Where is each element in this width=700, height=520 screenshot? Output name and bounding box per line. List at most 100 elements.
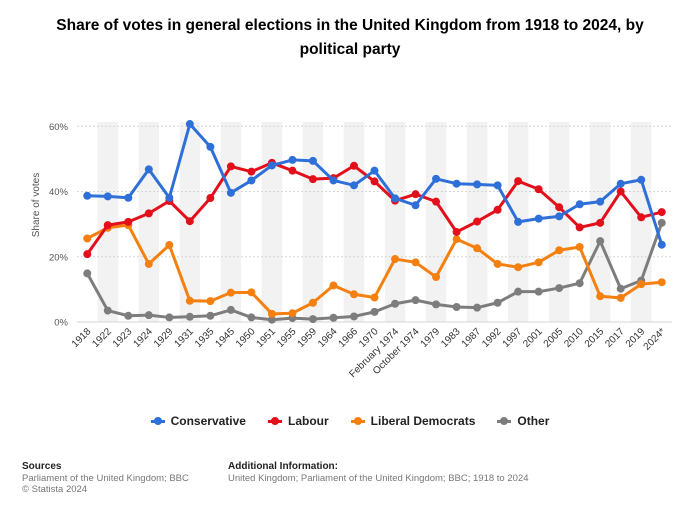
gridlines [77, 125, 672, 323]
x-tick-label: 1918 [70, 326, 94, 350]
data-point [103, 306, 112, 315]
x-tick-label: 1955 [275, 326, 299, 350]
data-point [370, 293, 379, 302]
data-point [534, 258, 543, 267]
data-point [637, 280, 646, 289]
data-point [247, 288, 256, 297]
data-point [329, 176, 338, 185]
data-point [370, 177, 379, 186]
y-tick-label: 20% [49, 252, 69, 263]
data-point [616, 179, 625, 188]
data-point [165, 241, 174, 250]
data-point [493, 259, 502, 268]
x-tick-label: 1987 [460, 326, 484, 350]
data-point [288, 166, 297, 175]
column-band [302, 122, 324, 322]
copyright-line: © Statista 2024 [22, 484, 88, 495]
data-point [185, 296, 194, 305]
data-point [83, 234, 92, 243]
data-point [637, 175, 646, 184]
data-point [226, 162, 235, 171]
x-tick-label: 1959 [296, 326, 320, 350]
x-tick-label: 1929 [152, 326, 176, 350]
data-point [657, 278, 666, 287]
x-tick-label: 1997 [501, 326, 525, 350]
legend-item[interactable]: Conservative [150, 414, 246, 428]
data-point [165, 313, 174, 322]
data-point [575, 279, 584, 288]
series-liberal-democrats [83, 221, 666, 318]
data-point [452, 179, 461, 188]
legend-swatch [267, 417, 282, 425]
x-tick-label: 1950 [234, 326, 258, 350]
x-tick-label: 2001 [521, 326, 545, 350]
data-point [534, 287, 543, 296]
y-axis-label: Share of votes [31, 173, 42, 237]
data-point [370, 307, 379, 316]
data-point [411, 201, 420, 210]
data-point [452, 302, 461, 311]
legend-label: Conservative [170, 414, 246, 428]
data-point [83, 191, 92, 200]
data-point [226, 288, 235, 297]
data-point [144, 209, 153, 218]
legend-item[interactable]: Other [497, 414, 549, 428]
data-point [616, 284, 625, 293]
data-point [432, 300, 441, 309]
data-point [391, 194, 400, 203]
data-point [432, 272, 441, 281]
column-band [138, 122, 160, 322]
x-tick-label: 1924 [131, 326, 155, 350]
data-point [349, 312, 358, 321]
legend-swatch [497, 417, 512, 425]
legend-item[interactable]: Liberal Democrats [350, 414, 475, 428]
data-point [596, 237, 605, 246]
data-point [226, 305, 235, 314]
data-point [493, 298, 502, 307]
series-line [85, 161, 664, 256]
data-point [391, 255, 400, 264]
column-band [548, 122, 570, 322]
y-tick-label: 0% [54, 318, 68, 329]
column-band [343, 122, 365, 322]
y-axis: 0% 20% 40% 60% [49, 122, 69, 329]
data-point [596, 197, 605, 206]
data-point [493, 205, 502, 214]
data-point [144, 311, 153, 320]
data-point [247, 313, 256, 322]
y-tick-label: 40% [49, 187, 69, 198]
data-point [103, 221, 112, 230]
data-point [83, 250, 92, 259]
data-point [349, 290, 358, 299]
data-point [308, 175, 317, 184]
data-point [473, 217, 482, 226]
data-point [308, 298, 317, 307]
data-point [452, 235, 461, 244]
data-point [206, 297, 215, 306]
data-point [206, 142, 215, 151]
legend-item[interactable]: Labour [267, 414, 329, 428]
data-point [308, 156, 317, 165]
data-point [411, 190, 420, 199]
data-point [349, 181, 358, 190]
data-point [206, 311, 215, 320]
data-point [555, 246, 564, 255]
data-point [124, 311, 133, 320]
x-tick-label: 1951 [255, 326, 279, 350]
x-tick-label: 1922 [90, 326, 114, 350]
series-conservative [83, 120, 666, 249]
chart-title: Share of votes in general elections in t… [56, 17, 644, 58]
data-point [247, 167, 256, 176]
data-point [432, 174, 441, 183]
legend-swatch [150, 417, 165, 425]
data-point [349, 161, 358, 170]
data-point [267, 309, 276, 318]
data-point [185, 217, 194, 226]
alternating-column-bands [97, 122, 652, 322]
x-tick-label: 1923 [111, 326, 135, 350]
data-point [657, 218, 666, 227]
data-point [473, 244, 482, 253]
data-point [657, 208, 666, 217]
data-point [206, 194, 215, 203]
data-point [514, 287, 523, 296]
